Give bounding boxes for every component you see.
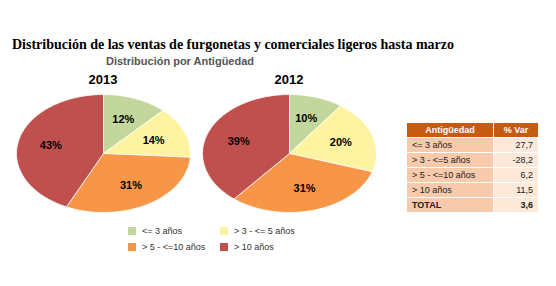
html-text:> 10 años: > 10 años [234, 242, 274, 252]
svg-text:31%: 31% [120, 179, 142, 191]
html-text:2013: 2013 [88, 72, 118, 87]
html-text:> 3 - <=5 años: > 3 - <=5 años [412, 155, 471, 165]
html-text:TOTAL: TOTAL [412, 200, 442, 210]
html-text:Antigüedad: Antigüedad [425, 125, 475, 135]
html-text:6,2: 6,2 [520, 170, 533, 180]
svg-text:43%: 43% [40, 139, 62, 151]
html-text:11,5: 11,5 [516, 185, 533, 195]
html-text:> 5 - <=10 años: > 5 - <=10 años [142, 242, 206, 252]
svg-text:12%: 12% [112, 113, 134, 125]
html-text:> 3 - <= 5 años: > 3 - <= 5 años [234, 226, 295, 236]
html-text:<= 3 años: <= 3 años [142, 226, 182, 236]
svg-text:10%: 10% [295, 112, 317, 124]
svg-text:20%: 20% [330, 136, 352, 148]
html-text:2012: 2012 [274, 72, 304, 87]
svg-text:31%: 31% [294, 182, 316, 194]
html-text:Distribución de las ventas de: Distribución de las ventas de furgonetas… [12, 37, 454, 52]
html-text:3,6: 3,6 [520, 200, 533, 210]
html-text:> 10 años: > 10 años [412, 185, 452, 195]
html-text:Distribución por Antigüedad: Distribución por Antigüedad [106, 55, 254, 67]
html-text:% Var: % Var [503, 125, 529, 135]
html-text:-28,2: -28,2 [512, 155, 533, 165]
html-text:27,7: 27,7 [515, 140, 533, 150]
html-text:<= 3 años: <= 3 años [412, 140, 452, 150]
svg-text:39%: 39% [228, 135, 250, 147]
svg-text:14%: 14% [143, 134, 165, 146]
html-text:> 5 - <=10 años: > 5 - <=10 años [412, 170, 476, 180]
